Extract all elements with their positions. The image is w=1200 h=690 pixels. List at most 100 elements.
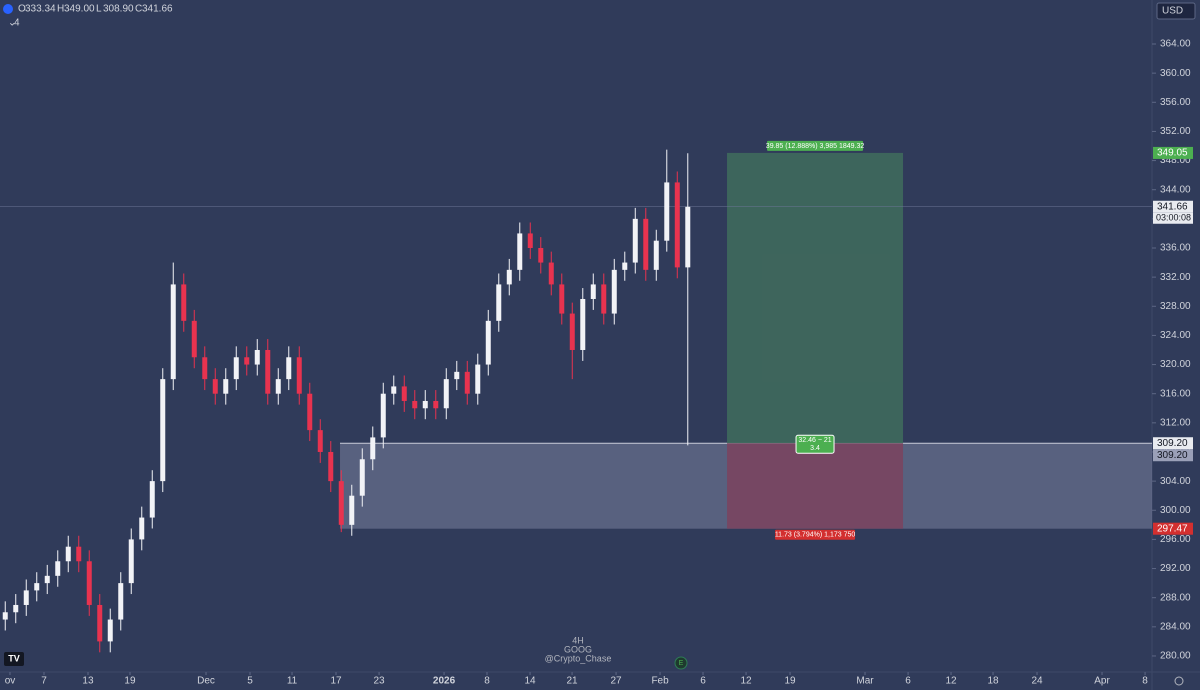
candle-body [601,284,607,314]
earnings-marker[interactable]: E [674,656,688,670]
stop-label-bg [775,529,856,540]
countdown: 03:00:08 [1156,213,1191,223]
target-label-bg [767,140,864,151]
ohlc-value: 349.00 [64,4,95,15]
target-label: 39.85 (12.888%) 3,985 1849.32 [766,143,865,150]
x-tick-label: 19 [124,676,136,687]
ohlc-value: 341.66 [142,4,173,15]
candle-body [349,495,355,525]
candle-body [338,481,344,525]
candle-body [55,561,61,576]
candle-body [370,437,376,460]
y-tick-label: 300.00 [1160,505,1191,516]
symbol-logo[interactable] [3,4,13,14]
currency-button[interactable] [1156,2,1196,20]
candle-body [580,298,586,350]
y-tick-label: 348.00 [1160,155,1191,166]
candle-body [685,206,691,268]
candle-body [202,357,208,380]
x-tick-label: 27 [610,676,622,687]
zone-price-label: 309.20 [1157,450,1188,461]
x-tick-label: 12 [740,676,752,687]
y-tick-label: 288.00 [1160,592,1191,603]
candle-body [412,400,418,409]
ohlc-letter: C [135,4,142,15]
candle-body [632,218,638,263]
candle-body [139,517,145,540]
candle-body [286,357,292,380]
y-tick-label: 324.00 [1160,330,1191,341]
candle-body [443,379,449,409]
interval-badge: 4 [14,18,20,29]
svg-text:TV: TV [8,653,20,663]
candle-body [265,349,271,394]
x-tick-label: 7 [41,676,47,687]
loss-zone [727,443,904,529]
x-tick-label: Dec [197,676,215,687]
collapse-icon[interactable]: ⌄ [8,18,16,29]
currency-label: USD [1162,6,1183,17]
ohlc-letter: H [57,4,64,15]
y-tick-label: 336.00 [1160,243,1191,254]
candle-body [328,451,334,482]
candle-body [76,546,82,562]
y-tick-label: 352.00 [1160,126,1191,137]
candle-body [380,393,386,438]
zone-price-label-bg [1153,449,1193,462]
entry-price-label-bg [1153,437,1193,450]
countdown-bg [1153,212,1193,224]
candle-body [307,393,313,431]
target-price-label: 349.05 [1157,148,1188,159]
last-price-label-bg [1153,200,1193,213]
candle-body [359,459,365,496]
candle-body [622,262,628,270]
candle-body [559,284,565,314]
candle-body [223,379,229,394]
x-tick-label: 12 [945,676,957,687]
candle-body [569,313,575,350]
svg-text:E: E [679,660,684,667]
candle-body [118,583,124,620]
candle-body [454,371,460,380]
x-tick-label: 18 [987,676,999,687]
ohlc-letter: L [96,4,102,15]
tv-logo[interactable]: TV [4,652,24,666]
candle-body [433,400,439,409]
stop-price-label-bg [1153,522,1193,535]
y-tick-label: 316.00 [1160,388,1191,399]
candle-body [44,575,50,584]
candle-body [254,349,260,365]
settings-icon[interactable] [1174,676,1184,686]
candle-body [34,583,40,591]
candle-body [653,240,659,270]
x-tick-label: 14 [524,676,536,687]
y-tick-label: 328.00 [1160,301,1191,312]
x-tick-label: 6 [905,676,911,687]
candle-body [611,269,617,314]
candle-body [485,320,491,365]
candle-body [181,284,187,321]
target-price-label-bg [1153,146,1193,159]
candle-body [391,386,397,394]
watermark-author: @Crypto_Chase [545,653,612,663]
y-tick-label: 292.00 [1160,563,1191,574]
candle-body [97,604,103,642]
candle-body [160,379,166,482]
candle-body [527,233,533,248]
last-price-label: 341.66 [1157,201,1188,212]
candle-body [475,364,481,394]
ratio-value: 3.4 [810,445,820,452]
ratio-box [795,434,835,454]
ohlc-legend: O 333.34 H 349.00 L 308.90 C 341.66 [18,4,173,15]
candle-body [244,357,250,365]
candle-body [643,218,649,270]
y-tick-label: 280.00 [1160,651,1191,662]
candle-body [233,357,239,380]
x-tick-label: 2026 [433,676,456,687]
y-tick-label: 296.00 [1160,534,1191,545]
y-tick-label: 344.00 [1160,184,1191,195]
candle-body [275,379,281,394]
candle-body [464,371,470,394]
